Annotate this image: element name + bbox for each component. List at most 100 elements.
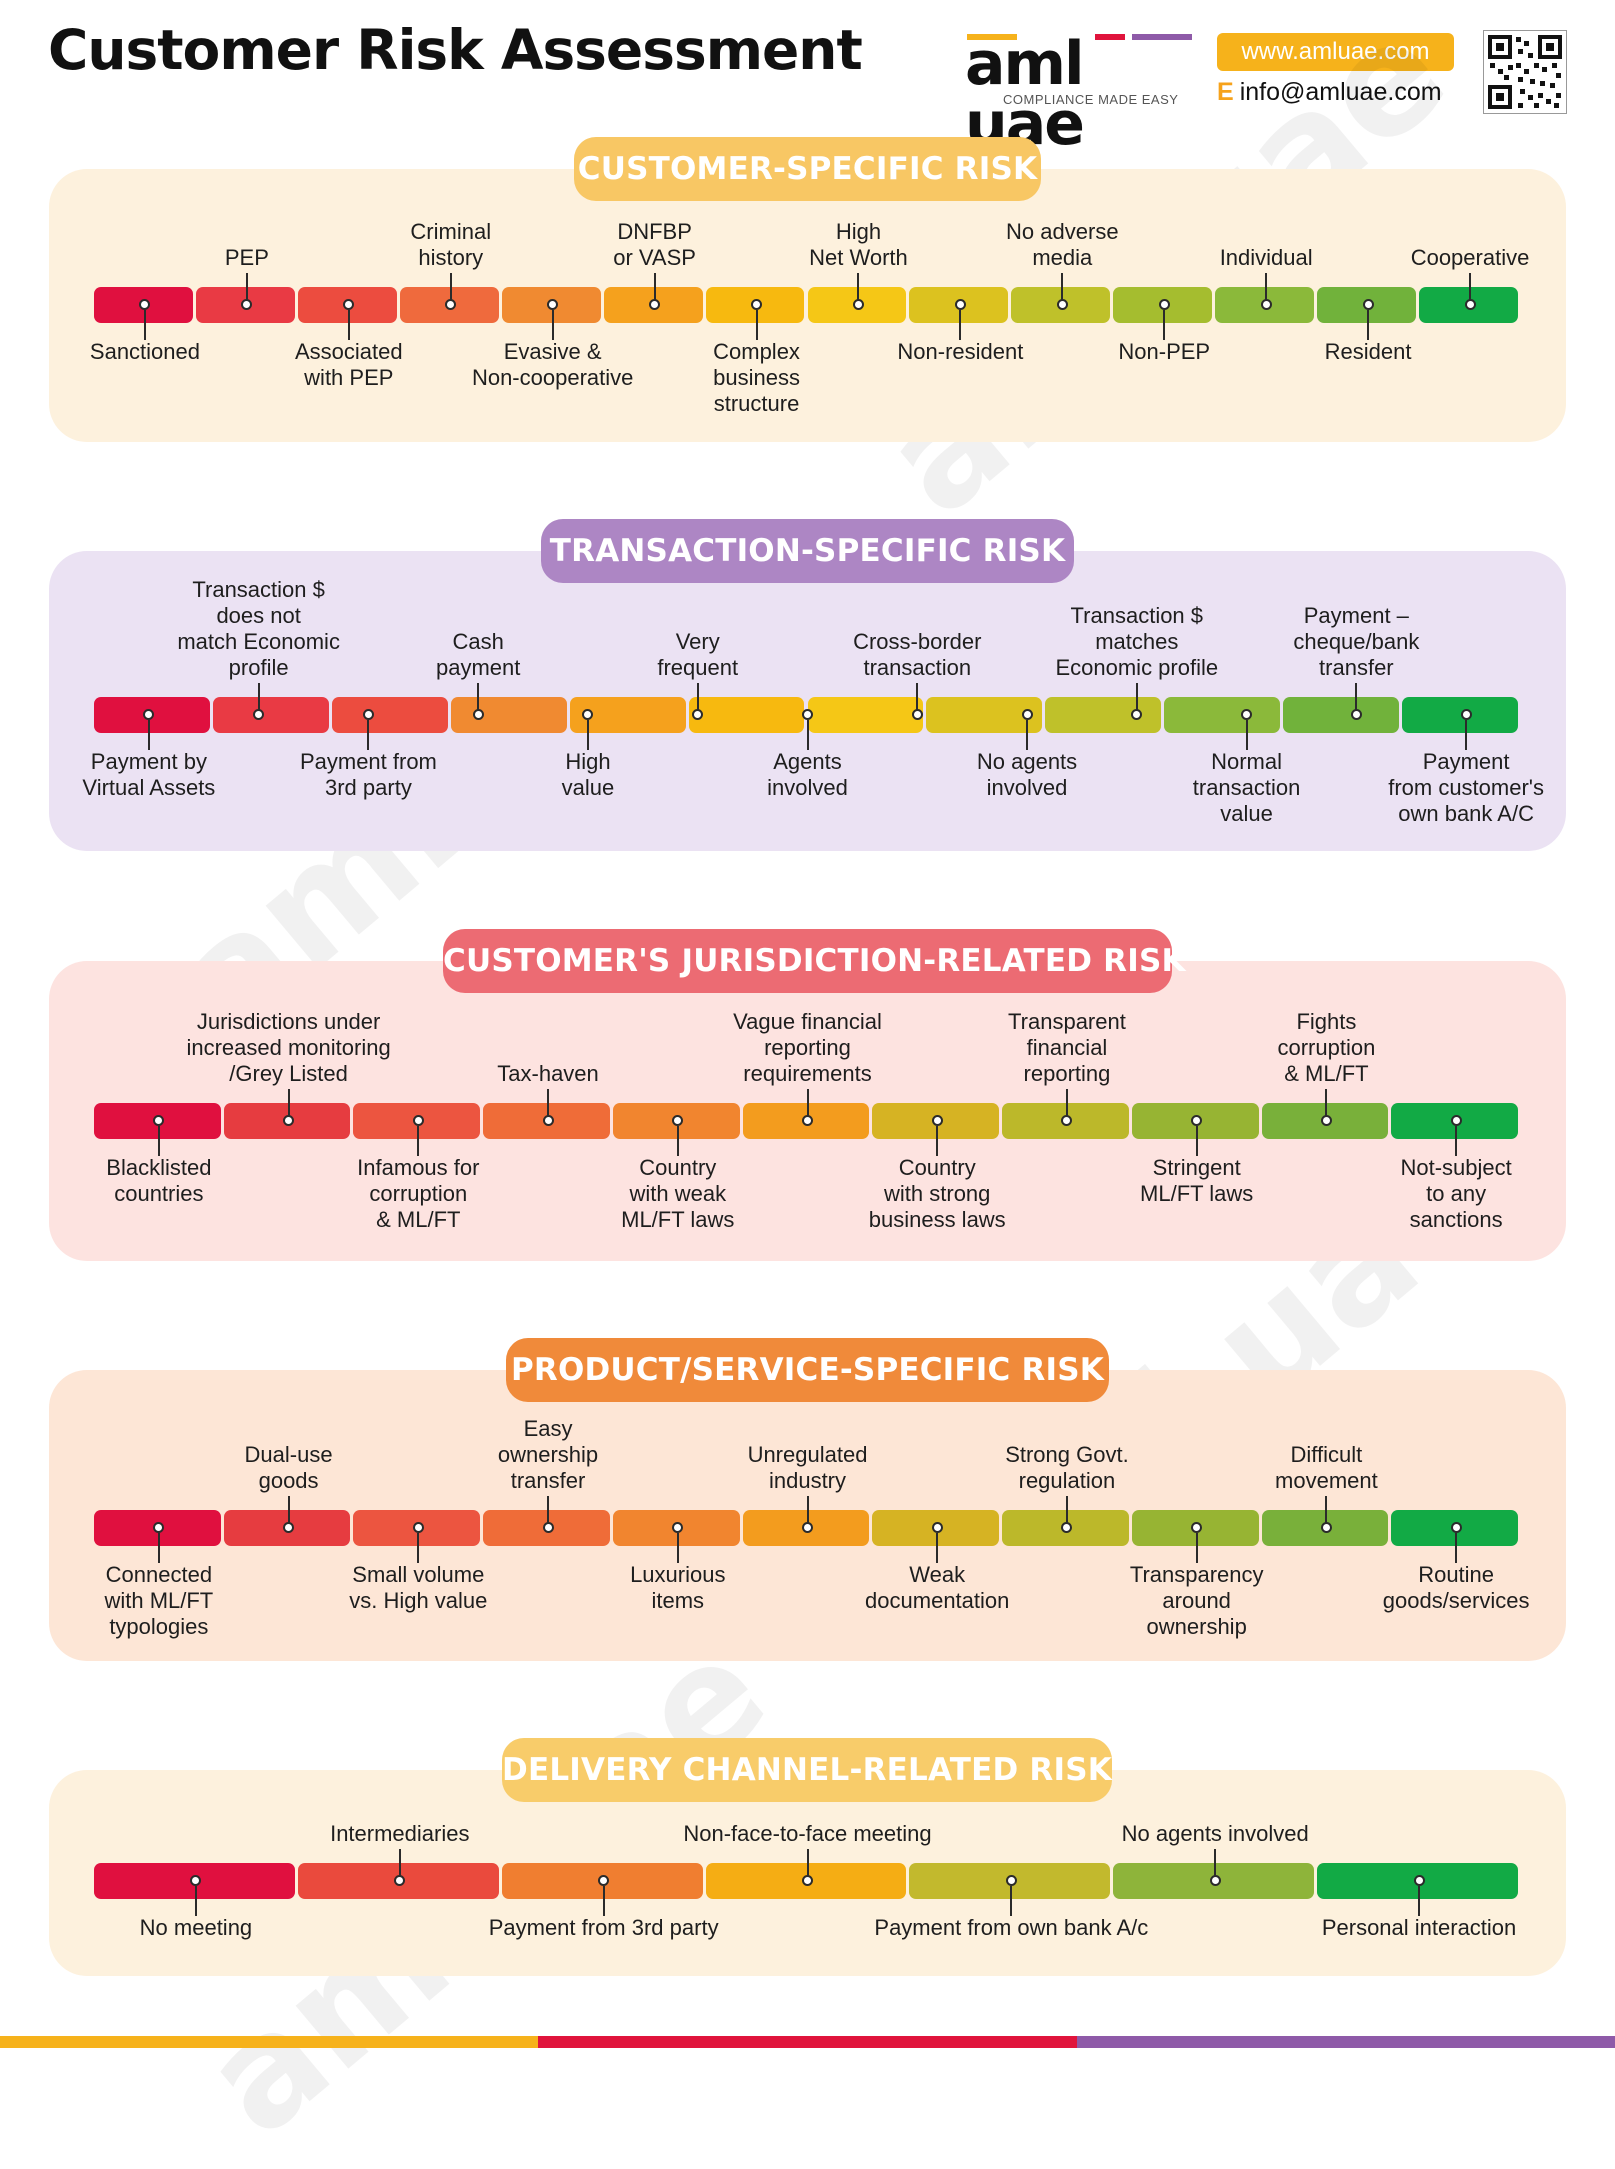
logo-color-bars [967, 34, 1195, 40]
risk-factor-routine-goods-services: Routine goods/services [1382, 1562, 1530, 1613]
delivery-channel-risk-title: DELIVERY CHANNEL-RELATED RISK [502, 1738, 1112, 1802]
risk-factor-small-volume-vs-high-value: Small volume vs. High value [349, 1562, 488, 1613]
risk-marker-line [602, 1886, 605, 1916]
risk-marker-line [1061, 273, 1064, 300]
risk-marker-dot [1241, 709, 1253, 720]
risk-marker-line [1245, 720, 1248, 750]
aml-uae-logo: aml uae COMPLIANCE MADE EASY [965, 30, 1195, 154]
risk-marker-dot [394, 1875, 406, 1886]
risk-factor-non-face-to-face-meeting: Non-face-to-face meeting [683, 1821, 932, 1846]
risk-marker-line [449, 273, 452, 300]
risk-marker-line [959, 310, 962, 340]
email-address: info@amluae.com [1239, 78, 1442, 106]
risk-factor-high-value: High value [561, 749, 615, 800]
risk-marker-dot [547, 299, 559, 310]
logo-tagline: COMPLIANCE MADE EASY [1003, 92, 1179, 107]
risk-factor-evasive-non-cooperative: Evasive & Non-cooperative [471, 339, 634, 390]
risk-scale-segment [450, 697, 567, 733]
jurisdiction-risk-title: CUSTOMER'S JURISDICTION-RELATED RISK [443, 929, 1186, 993]
risk-marker-dot [1131, 709, 1143, 720]
risk-marker-dot [1191, 1115, 1203, 1126]
risk-factor-blacklisted-countries: Blacklisted countries [106, 1155, 212, 1206]
risk-marker-line [194, 1886, 197, 1916]
risk-marker-line [143, 310, 146, 340]
risk-marker-line [1195, 1533, 1198, 1563]
risk-factor-pep: PEP [224, 245, 269, 270]
risk-marker-line [367, 720, 370, 750]
risk-marker-dot [139, 299, 151, 310]
footer-color-bar [0, 2036, 1615, 2048]
risk-factor-intermediaries: Intermediaries [330, 1821, 470, 1846]
risk-factor-payment-from-customer-s-own-bank-a-c: Payment from customer's own bank A/C [1388, 749, 1544, 826]
risk-factor-payment-from-own-bank-a-c: Payment from own bank A/c [874, 1915, 1149, 1940]
risk-marker-line [1010, 1886, 1013, 1916]
customer-specific-risk-title: CUSTOMER-SPECIFIC RISK [574, 137, 1041, 201]
risk-factor-sanctioned: Sanctioned [89, 339, 200, 364]
risk-marker-line [1455, 1533, 1458, 1563]
risk-marker-line [936, 1533, 939, 1563]
risk-marker-line [1355, 683, 1358, 710]
risk-factor-no-meeting: No meeting [139, 1915, 253, 1940]
risk-factor-transaction-matches-economic-profile: Transaction $ matches Economic profile [1055, 603, 1219, 680]
risk-marker-line [586, 720, 589, 750]
risk-factor-payment-from-3rd-party: Payment from 3rd party [488, 1915, 719, 1940]
risk-marker-line [1465, 720, 1468, 750]
risk-scale-segment [212, 697, 329, 733]
risk-marker-line [417, 1533, 420, 1563]
risk-marker-dot [1209, 1875, 1221, 1886]
risk-scale-segment [688, 697, 805, 733]
risk-marker-dot [445, 299, 457, 310]
risk-marker-dot [672, 1522, 684, 1533]
email-prefix: E [1217, 78, 1234, 106]
risk-marker-dot [343, 299, 355, 310]
risk-marker-dot [692, 709, 704, 720]
risk-marker-dot [802, 1875, 813, 1886]
risk-marker-dot [672, 1115, 684, 1126]
risk-factor-cooperative: Cooperative [1410, 245, 1530, 270]
risk-marker-dot [1320, 1522, 1332, 1533]
risk-marker-line [1455, 1126, 1458, 1156]
risk-marker-line [936, 1126, 939, 1156]
risk-marker-dot [1350, 709, 1362, 720]
risk-factor-very-frequent: Very frequent [657, 629, 739, 680]
risk-marker-dot [1005, 1875, 1017, 1886]
risk-marker-dot [1413, 1875, 1425, 1886]
risk-marker-dot [241, 299, 253, 310]
risk-factor-no-adverse-media: No adverse media [1006, 219, 1119, 270]
risk-marker-dot [1056, 299, 1068, 310]
risk-marker-line [1163, 310, 1166, 340]
risk-marker-line [477, 683, 480, 710]
risk-marker-dot [911, 709, 923, 720]
website-link[interactable]: www.amluae.com [1217, 33, 1454, 71]
risk-factor-jurisdictions-under-increased-monitoring: Jurisdictions under increased monitoring… [186, 1009, 391, 1086]
risk-factor-strong-govt-regulation: Strong Govt. regulation [1005, 1442, 1129, 1493]
risk-marker-line [1418, 1886, 1421, 1916]
risk-factor-personal-interaction: Personal interaction [1321, 1915, 1517, 1940]
risk-marker-line [417, 1126, 420, 1156]
risk-marker-dot [802, 1115, 813, 1126]
risk-factor-dual-use-goods: Dual-use goods [244, 1442, 333, 1493]
risk-marker-line [755, 310, 758, 340]
risk-marker-line [1265, 273, 1268, 300]
risk-marker-dot [143, 709, 155, 720]
risk-marker-dot [649, 299, 661, 310]
risk-marker-dot [153, 1115, 165, 1126]
customer-risk-scale [94, 287, 1521, 323]
risk-marker-dot [1320, 1115, 1332, 1126]
risk-marker-dot [598, 1875, 610, 1886]
risk-factor-weak-documentation: Weak documentation [865, 1562, 1010, 1613]
risk-factor-luxurious-items: Luxurious items [630, 1562, 726, 1613]
risk-factor-non-resident: Non-resident [897, 339, 1024, 364]
risk-marker-dot [1061, 1522, 1073, 1533]
risk-factor-connected-with-ml-ft-typologies: Connected with ML/FT typologies [104, 1562, 214, 1639]
risk-marker-line [676, 1533, 679, 1563]
risk-marker-line [1065, 1496, 1068, 1523]
risk-marker-line [806, 720, 809, 750]
risk-factor-easy-ownership-transfer: Easy ownership transfer [497, 1416, 599, 1493]
risk-factor-cash-payment: Cash payment [435, 629, 521, 680]
risk-marker-line [1135, 683, 1138, 710]
risk-marker-dot [253, 709, 265, 720]
risk-marker-dot [1450, 1115, 1462, 1126]
risk-marker-dot [931, 1522, 943, 1533]
